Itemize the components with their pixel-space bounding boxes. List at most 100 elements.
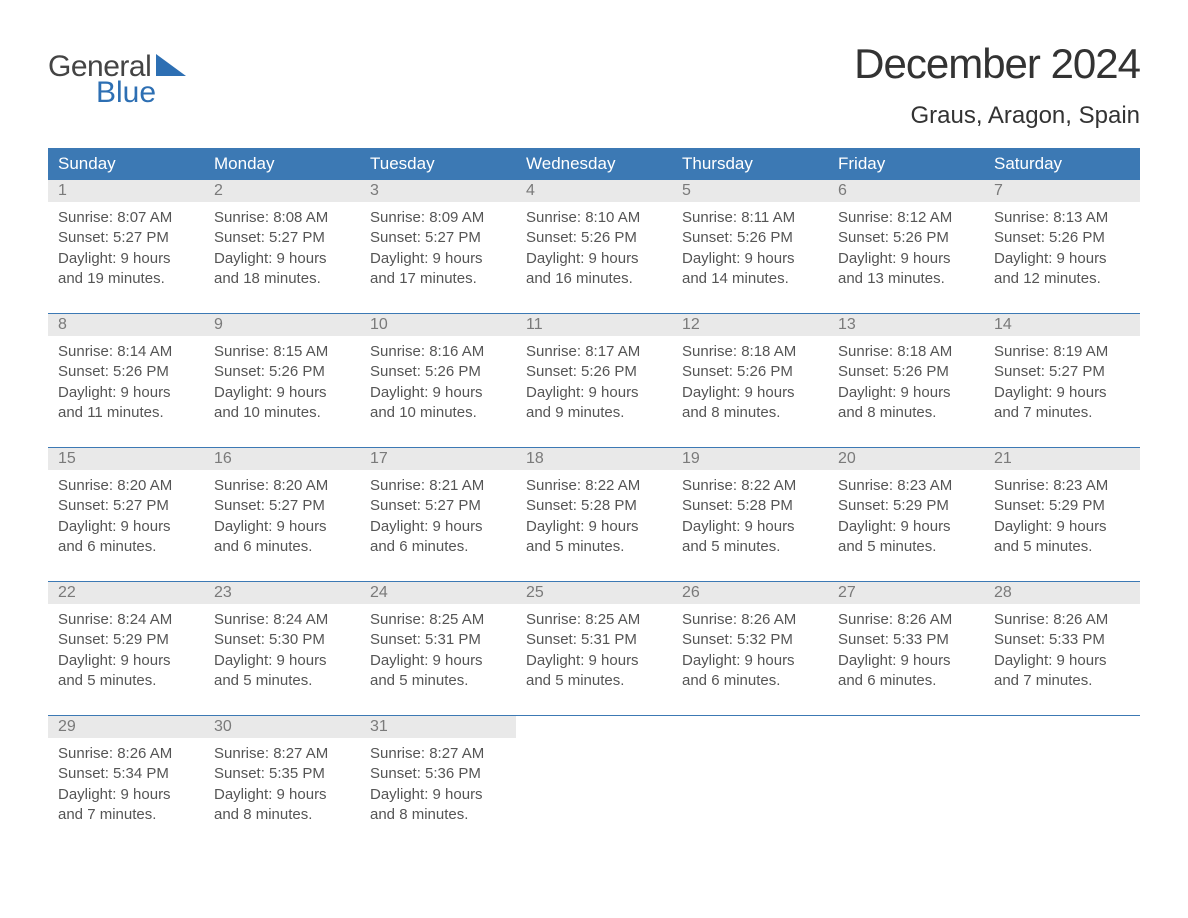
sunrise-text: Sunrise: 8:14 AM: [58, 342, 194, 362]
day-number-cell: 19: [672, 448, 828, 470]
sunset-text: Sunset: 5:27 PM: [214, 496, 350, 516]
sunset-text: Sunset: 5:27 PM: [370, 228, 506, 248]
day-content-cell: Sunrise: 8:20 AMSunset: 5:27 PMDaylight:…: [48, 470, 204, 582]
day-content-cell: Sunrise: 8:15 AMSunset: 5:26 PMDaylight:…: [204, 336, 360, 448]
day-number-cell: 4: [516, 180, 672, 202]
daylight-text: Daylight: 9 hours and 5 minutes.: [214, 651, 350, 692]
day-content-cell: [672, 738, 828, 849]
sunset-text: Sunset: 5:26 PM: [526, 362, 662, 382]
sunrise-text: Sunrise: 8:07 AM: [58, 208, 194, 228]
day-number-cell: 25: [516, 582, 672, 604]
day-number-cell: 20: [828, 448, 984, 470]
sunset-text: Sunset: 5:26 PM: [682, 228, 818, 248]
day-number-row: 22232425262728: [48, 582, 1140, 604]
daylight-text: Daylight: 9 hours and 8 minutes.: [682, 383, 818, 424]
sunrise-text: Sunrise: 8:25 AM: [526, 610, 662, 630]
day-number-cell: 15: [48, 448, 204, 470]
day-number-cell: [672, 716, 828, 738]
sunset-text: Sunset: 5:26 PM: [994, 228, 1130, 248]
daylight-text: Daylight: 9 hours and 5 minutes.: [58, 651, 194, 692]
day-number-cell: 8: [48, 314, 204, 336]
sunset-text: Sunset: 5:26 PM: [58, 362, 194, 382]
daylight-text: Daylight: 9 hours and 8 minutes.: [838, 383, 974, 424]
day-content-row: Sunrise: 8:26 AMSunset: 5:34 PMDaylight:…: [48, 738, 1140, 849]
sunset-text: Sunset: 5:33 PM: [838, 630, 974, 650]
sunrise-text: Sunrise: 8:15 AM: [214, 342, 350, 362]
calendar-header-row: SundayMondayTuesdayWednesdayThursdayFrid…: [48, 148, 1140, 180]
day-content-cell: Sunrise: 8:25 AMSunset: 5:31 PMDaylight:…: [360, 604, 516, 716]
sunset-text: Sunset: 5:29 PM: [58, 630, 194, 650]
day-header: Tuesday: [360, 148, 516, 180]
daylight-text: Daylight: 9 hours and 6 minutes.: [370, 517, 506, 558]
sunrise-text: Sunrise: 8:11 AM: [682, 208, 818, 228]
day-number-row: 293031: [48, 716, 1140, 738]
sunrise-text: Sunrise: 8:27 AM: [214, 744, 350, 764]
sunrise-text: Sunrise: 8:26 AM: [682, 610, 818, 630]
day-number-cell: 21: [984, 448, 1140, 470]
sunrise-text: Sunrise: 8:12 AM: [838, 208, 974, 228]
sunrise-text: Sunrise: 8:20 AM: [58, 476, 194, 496]
daylight-text: Daylight: 9 hours and 14 minutes.: [682, 249, 818, 290]
day-content-cell: Sunrise: 8:23 AMSunset: 5:29 PMDaylight:…: [984, 470, 1140, 582]
title-block: December 2024 Graus, Aragon, Spain: [854, 40, 1140, 130]
day-content-cell: Sunrise: 8:19 AMSunset: 5:27 PMDaylight:…: [984, 336, 1140, 448]
day-number-cell: 2: [204, 180, 360, 202]
sunrise-text: Sunrise: 8:18 AM: [838, 342, 974, 362]
day-number-cell: 23: [204, 582, 360, 604]
day-number-cell: [828, 716, 984, 738]
day-number-row: 1234567: [48, 180, 1140, 202]
day-number-cell: 26: [672, 582, 828, 604]
sunset-text: Sunset: 5:26 PM: [526, 228, 662, 248]
header: General Blue December 2024 Graus, Aragon…: [48, 40, 1140, 130]
daylight-text: Daylight: 9 hours and 5 minutes.: [682, 517, 818, 558]
sunrise-text: Sunrise: 8:16 AM: [370, 342, 506, 362]
sunrise-text: Sunrise: 8:26 AM: [58, 744, 194, 764]
day-content-cell: Sunrise: 8:22 AMSunset: 5:28 PMDaylight:…: [516, 470, 672, 582]
sunrise-text: Sunrise: 8:23 AM: [994, 476, 1130, 496]
day-header: Saturday: [984, 148, 1140, 180]
day-content-cell: Sunrise: 8:07 AMSunset: 5:27 PMDaylight:…: [48, 202, 204, 314]
sunset-text: Sunset: 5:29 PM: [838, 496, 974, 516]
logo-word-blue: Blue: [96, 78, 186, 108]
day-content-cell: Sunrise: 8:16 AMSunset: 5:26 PMDaylight:…: [360, 336, 516, 448]
logo-triangle-icon: [156, 63, 186, 80]
logo: General Blue: [48, 52, 186, 108]
sunrise-text: Sunrise: 8:24 AM: [214, 610, 350, 630]
sunset-text: Sunset: 5:35 PM: [214, 764, 350, 784]
day-header: Sunday: [48, 148, 204, 180]
sunset-text: Sunset: 5:34 PM: [58, 764, 194, 784]
daylight-text: Daylight: 9 hours and 17 minutes.: [370, 249, 506, 290]
day-header: Wednesday: [516, 148, 672, 180]
sunrise-text: Sunrise: 8:10 AM: [526, 208, 662, 228]
day-number-cell: 14: [984, 314, 1140, 336]
daylight-text: Daylight: 9 hours and 7 minutes.: [58, 785, 194, 826]
logo-text: General Blue: [48, 52, 186, 108]
day-number-row: 15161718192021: [48, 448, 1140, 470]
sunset-text: Sunset: 5:27 PM: [58, 228, 194, 248]
day-number-cell: 3: [360, 180, 516, 202]
sunrise-text: Sunrise: 8:25 AM: [370, 610, 506, 630]
sunset-text: Sunset: 5:27 PM: [370, 496, 506, 516]
day-header: Friday: [828, 148, 984, 180]
day-content-cell: Sunrise: 8:13 AMSunset: 5:26 PMDaylight:…: [984, 202, 1140, 314]
day-content-cell: Sunrise: 8:25 AMSunset: 5:31 PMDaylight:…: [516, 604, 672, 716]
day-number-cell: [984, 716, 1140, 738]
day-content-cell: Sunrise: 8:09 AMSunset: 5:27 PMDaylight:…: [360, 202, 516, 314]
daylight-text: Daylight: 9 hours and 6 minutes.: [682, 651, 818, 692]
day-number-cell: 27: [828, 582, 984, 604]
daylight-text: Daylight: 9 hours and 6 minutes.: [838, 651, 974, 692]
sunset-text: Sunset: 5:26 PM: [838, 362, 974, 382]
daylight-text: Daylight: 9 hours and 7 minutes.: [994, 651, 1130, 692]
daylight-text: Daylight: 9 hours and 6 minutes.: [58, 517, 194, 558]
day-content-row: Sunrise: 8:07 AMSunset: 5:27 PMDaylight:…: [48, 202, 1140, 314]
sunset-text: Sunset: 5:26 PM: [214, 362, 350, 382]
sunset-text: Sunset: 5:27 PM: [58, 496, 194, 516]
day-number-cell: 22: [48, 582, 204, 604]
calendar-table: SundayMondayTuesdayWednesdayThursdayFrid…: [48, 148, 1140, 849]
day-number-cell: 24: [360, 582, 516, 604]
day-content-row: Sunrise: 8:24 AMSunset: 5:29 PMDaylight:…: [48, 604, 1140, 716]
day-number-cell: 29: [48, 716, 204, 738]
daylight-text: Daylight: 9 hours and 5 minutes.: [838, 517, 974, 558]
day-content-cell: [984, 738, 1140, 849]
day-header: Monday: [204, 148, 360, 180]
